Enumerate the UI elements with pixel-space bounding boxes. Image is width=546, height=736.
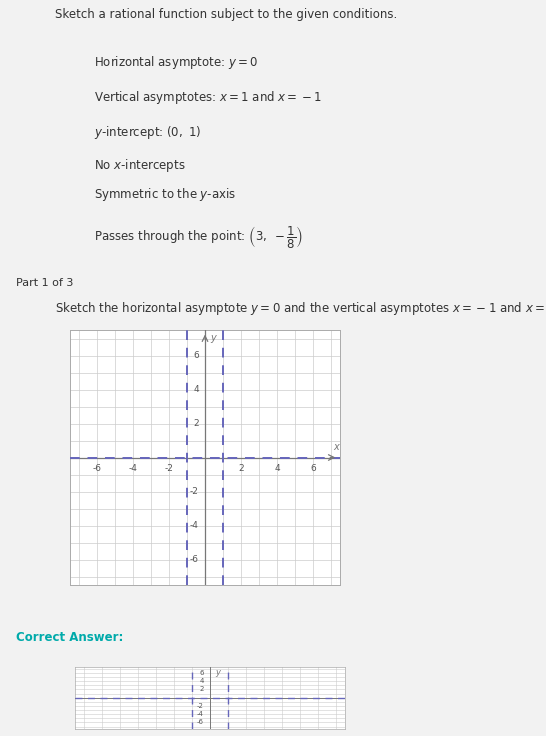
Text: 6: 6: [193, 351, 199, 360]
Text: 2: 2: [238, 464, 244, 473]
Text: -4: -4: [128, 464, 138, 473]
Text: No $x$-intercepts: No $x$-intercepts: [94, 157, 186, 174]
Text: Part 1 of 3: Part 1 of 3: [16, 277, 74, 288]
Text: 4: 4: [199, 679, 204, 684]
Text: Sketch a rational function subject to the given conditions.: Sketch a rational function subject to th…: [55, 8, 397, 21]
Text: -2: -2: [197, 703, 204, 709]
Text: -2: -2: [190, 487, 199, 496]
Text: -4: -4: [197, 711, 204, 717]
Text: -4: -4: [190, 521, 199, 530]
Text: $y$-intercept: $(0,\ 1)$: $y$-intercept: $(0,\ 1)$: [94, 124, 201, 141]
Text: -6: -6: [92, 464, 102, 473]
Text: Sketch the horizontal asymptote $y=0$ and the vertical asymptotes $x=-1$ and $x=: Sketch the horizontal asymptote $y=0$ an…: [55, 300, 546, 317]
Text: 4: 4: [193, 385, 199, 394]
Text: 2: 2: [193, 419, 199, 428]
Text: Symmetric to the $y$-axis: Symmetric to the $y$-axis: [94, 186, 236, 203]
Text: Passes through the point: $\left(3,\ -\dfrac{1}{8}\right)$: Passes through the point: $\left(3,\ -\d…: [94, 224, 303, 250]
Text: y: y: [210, 333, 216, 344]
Text: y: y: [216, 668, 221, 676]
Text: 6: 6: [310, 464, 316, 473]
Text: Correct Answer:: Correct Answer:: [16, 631, 124, 644]
Text: 2: 2: [199, 687, 204, 693]
Text: 6: 6: [199, 670, 204, 676]
Text: Horizontal asymptote: $y=0$: Horizontal asymptote: $y=0$: [94, 54, 258, 71]
Text: 4: 4: [274, 464, 280, 473]
Text: -2: -2: [164, 464, 174, 473]
Text: -6: -6: [197, 720, 204, 726]
Text: -6: -6: [189, 555, 199, 564]
Text: Vertical asymptotes: $x=1$ and $x=-1$: Vertical asymptotes: $x=1$ and $x=-1$: [94, 89, 322, 106]
Text: x: x: [334, 442, 339, 452]
